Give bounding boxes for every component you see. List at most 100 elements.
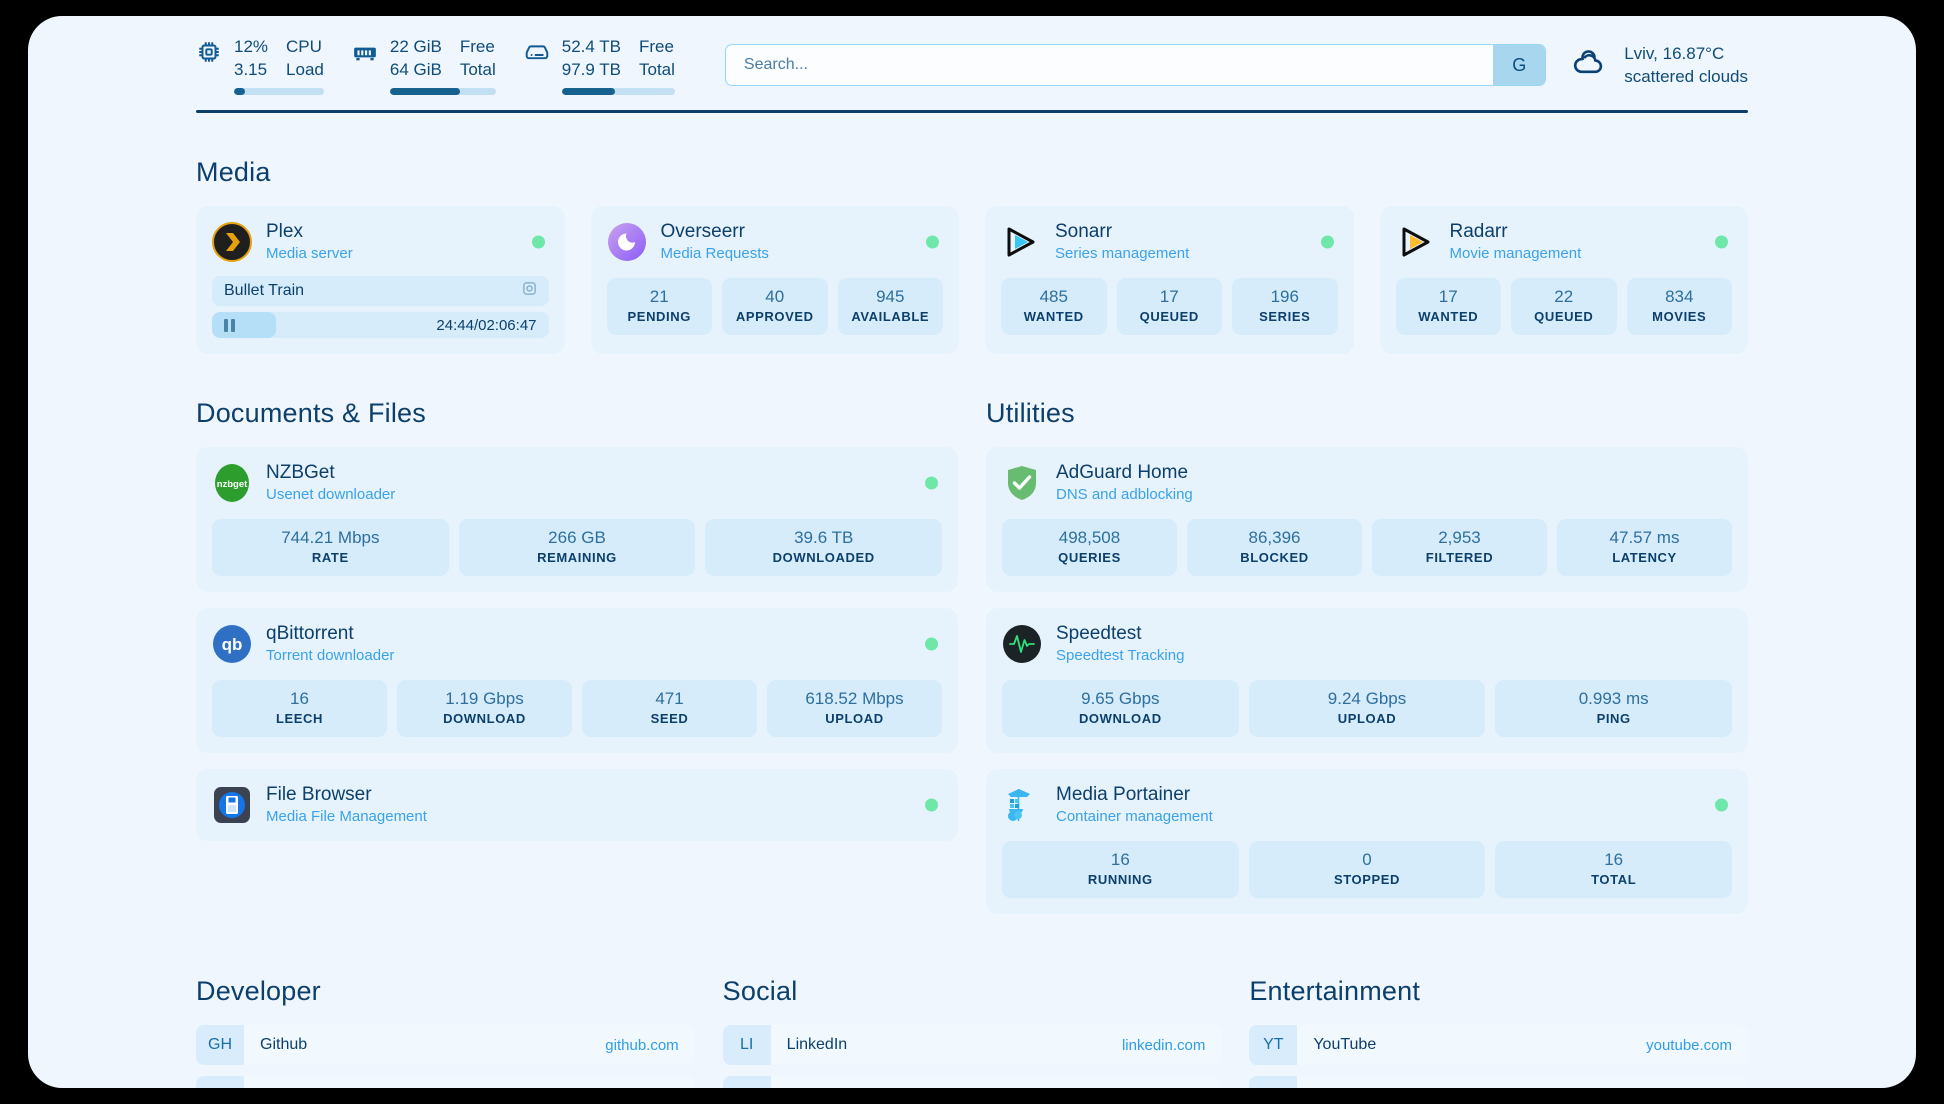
stat-label: SERIES	[1259, 309, 1311, 324]
service-name: Speedtest	[1056, 623, 1142, 644]
service-card-qbittorrent[interactable]: qb qBittorrent Torrent downloader 16 LEE…	[196, 608, 958, 753]
overseerr-logo-icon	[607, 222, 647, 262]
bookmark-item[interactable]: SO StackOverflow stackoverflow.com	[196, 1076, 695, 1088]
cloud-icon	[1568, 46, 1610, 85]
bookmark-group-developer: Developer GH Github github.com SO StackO…	[196, 976, 695, 1088]
nzbget-logo-icon: nzbget	[212, 463, 252, 503]
stat-value: 196	[1270, 287, 1299, 306]
service-subtitle: Usenet downloader	[266, 486, 396, 503]
stat-value: 17	[1159, 287, 1179, 306]
stat-value: 266 GB	[548, 528, 606, 547]
service-subtitle: Media server	[266, 245, 353, 262]
bookmark-url: linkedin.com	[1121, 1036, 1206, 1054]
stat-label: PING	[1596, 711, 1631, 726]
service-subtitle: Media File Management	[266, 808, 427, 825]
service-card-plex[interactable]: Plex Media server Bullet Train	[196, 206, 565, 354]
service-subtitle: Movie management	[1449, 245, 1582, 262]
stat-tile: 22 QUEUED	[1511, 278, 1617, 335]
stat-value: 9.65 Gbps	[1081, 689, 1160, 708]
search-input[interactable]	[725, 45, 1494, 85]
stat-tile: 16 RUNNING	[1002, 841, 1239, 898]
now-playing-bar[interactable]: Bullet Train	[212, 276, 549, 306]
bookmark-item[interactable]: YT YouTube youtube.com	[1249, 1025, 1749, 1065]
service-subtitle: DNS and adblocking	[1056, 486, 1193, 503]
weather-widget: Lviv, 16.87°C scattered clouds	[1568, 42, 1748, 88]
bookmark-item[interactable]: GH Github github.com	[196, 1025, 695, 1065]
ram-stick-icon	[352, 35, 378, 70]
stat-label: DOWNLOAD	[1078, 711, 1162, 726]
bookmark-item[interactable]: NF Netflix netflix.com	[1249, 1076, 1749, 1089]
bookmark-item[interactable]: TW Twitter twitter.com	[722, 1076, 1222, 1088]
stat-label: STOPPED	[1333, 872, 1401, 887]
bookmark-name: YouTube	[1313, 1036, 1377, 1053]
service-name: Sonarr	[1055, 221, 1113, 242]
stat-label: AVAILABLE	[851, 309, 930, 324]
stat-tile: 16 TOTAL	[1495, 841, 1733, 898]
disk-total-value: 97.9 TB	[561, 60, 621, 79]
stats-row: 485 WANTED 17 QUEUED 196 SERIES	[1001, 278, 1338, 335]
search-box[interactable]: G	[724, 44, 1547, 86]
stat-tile: 0 STOPPED	[1248, 841, 1486, 898]
bookmark-abbr: TW	[722, 1076, 771, 1088]
bookmark-name: Netflix	[1297, 1076, 1660, 1088]
status-indicator-online	[1320, 235, 1334, 249]
stats-row: 744.21 Mbps RATE 266 GB REMAINING 39.6 T…	[212, 519, 943, 576]
stat-tile: 196 SERIES	[1232, 278, 1338, 335]
stat-tile: 744.21 Mbps RATE	[212, 519, 449, 576]
pause-icon[interactable]	[224, 318, 235, 332]
service-name: AdGuard Home	[1056, 462, 1189, 483]
documents-column: Documents & Files nzbget NZBGet Usenet d	[196, 354, 958, 930]
service-card-speedtest[interactable]: Speedtest Speedtest Tracking 9.65 Gbps D…	[986, 608, 1748, 753]
service-card-nzbget[interactable]: nzbget NZBGet Usenet downloader 744.21 M…	[196, 447, 958, 592]
stat-label: APPROVED	[735, 309, 814, 324]
stats-row: 17 WANTED 22 QUEUED 834 MOVIES	[1395, 278, 1732, 335]
stat-tile: 618.52 Mbps UPLOAD	[767, 680, 942, 737]
speedtest-logo-icon	[1002, 624, 1042, 664]
service-card-adguard-home[interactable]: AdGuard Home DNS and adblocking 498,508 …	[986, 447, 1748, 592]
disk-total-label: Total	[639, 60, 675, 79]
stat-tile: 47.57 ms LATENCY	[1557, 519, 1732, 576]
stat-value: 744.21 Mbps	[281, 528, 380, 547]
status-indicator-online	[1715, 798, 1728, 812]
stats-row: 16 LEECH 1.19 Gbps DOWNLOAD 471 SEED 6	[212, 680, 942, 737]
bookmark-item[interactable]: LI LinkedIn linkedin.com	[722, 1025, 1222, 1065]
svg-text:nzbget: nzbget	[217, 479, 248, 490]
qbittorrent-logo-icon: qb	[212, 624, 252, 664]
stat-label: LATENCY	[1612, 550, 1677, 565]
stat-value: 618.52 Mbps	[805, 689, 904, 708]
service-card-sonarr[interactable]: Sonarr Series management 485 WANTED 17 Q…	[985, 206, 1354, 354]
service-card-file-browser[interactable]: File Browser Media File Management	[196, 769, 958, 841]
service-subtitle: Series management	[1055, 245, 1190, 262]
file-browser-logo-icon	[212, 785, 252, 825]
plex-logo-icon	[212, 222, 252, 262]
stats-row: 9.65 Gbps DOWNLOAD 9.24 Gbps UPLOAD 0.99…	[1002, 680, 1733, 737]
status-indicator-online	[925, 637, 938, 651]
stat-tile: 1.19 Gbps DOWNLOAD	[397, 680, 572, 737]
stat-value: 40	[765, 287, 785, 306]
section-title-documents: Documents & Files	[196, 398, 426, 428]
bookmark-url: youtube.com	[1646, 1036, 1733, 1054]
service-card-overseerr[interactable]: Overseerr Media Requests 21 PENDING 40 A…	[590, 206, 959, 354]
bookmark-url: netflix.com	[1660, 1076, 1748, 1089]
stat-tile: 40 APPROVED	[722, 278, 828, 335]
service-subtitle: Media Requests	[660, 245, 769, 262]
status-indicator-online	[531, 235, 545, 249]
search-submit-button[interactable]: G	[1493, 45, 1546, 85]
playback-progress-bar[interactable]: 24:44/02:06:47	[212, 312, 549, 338]
stat-label: WANTED	[1418, 309, 1479, 324]
dashboard-page: 12% 3.15 CPU Load	[28, 16, 1916, 1088]
service-subtitle: Container management	[1056, 808, 1213, 825]
service-card-radarr[interactable]: Radarr Movie management 17 WANTED 22 QUE…	[1379, 206, 1748, 354]
bookmark-name: StackOverflow	[244, 1076, 556, 1088]
service-name: Overseerr	[660, 221, 745, 242]
stat-value: 17	[1438, 287, 1458, 306]
stat-label: WANTED	[1023, 309, 1084, 324]
cast-device-icon[interactable]	[522, 281, 537, 301]
stat-tile: 86,396 BLOCKED	[1187, 519, 1362, 576]
stat-tile: 471 SEED	[582, 680, 757, 737]
service-card-media-portainer[interactable]: Media Portainer Container management 16 …	[986, 769, 1748, 914]
stat-value: 47.57 ms	[1609, 528, 1680, 547]
search-area: G	[724, 44, 1547, 86]
stat-value: 16	[1604, 850, 1624, 869]
service-subtitle: Torrent downloader	[266, 647, 395, 664]
